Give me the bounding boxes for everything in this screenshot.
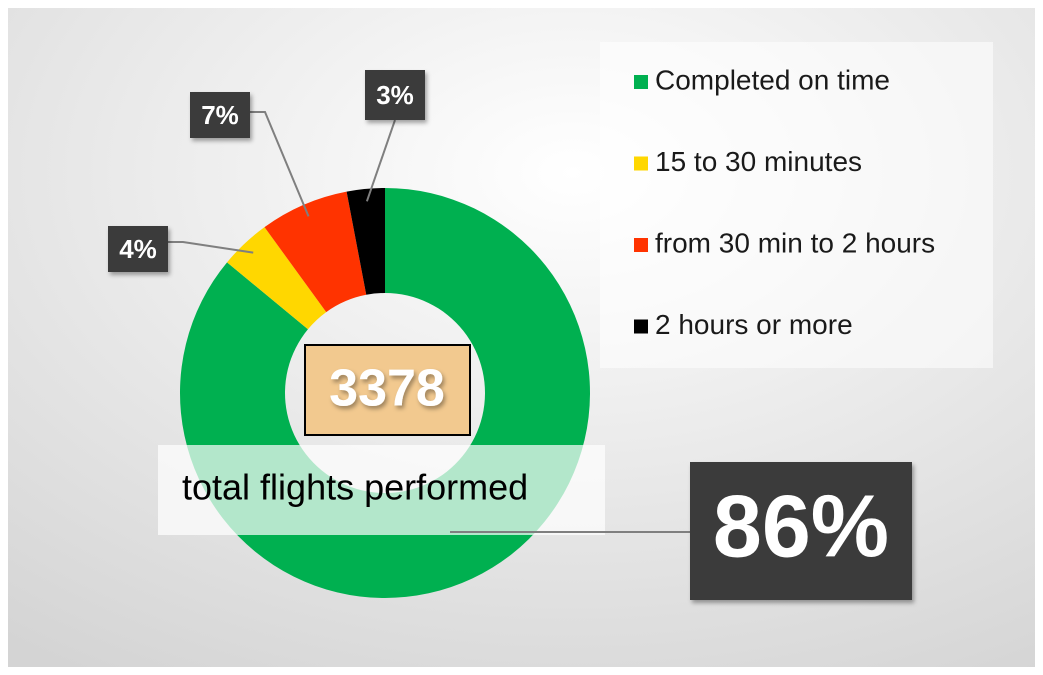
- legend-swatch: [634, 238, 648, 252]
- data-label-box: [690, 462, 912, 600]
- data-label-box: [365, 70, 425, 120]
- leader-line: [168, 241, 254, 254]
- total-label-band: [158, 445, 605, 535]
- data-label: 86%: [713, 476, 889, 575]
- legend-label: 15 to 30 minutes: [655, 146, 862, 177]
- data-label-box: [108, 226, 168, 272]
- legend-box: [600, 42, 993, 368]
- data-label: 4%: [119, 234, 157, 264]
- data-label: 3%: [376, 80, 414, 110]
- donut-slice: [264, 191, 367, 313]
- data-label: 7%: [201, 100, 239, 130]
- legend-label: 2 hours or more: [655, 309, 853, 340]
- total-label: total flights performed: [182, 467, 528, 508]
- legend-swatch: [634, 75, 648, 89]
- total-value: 3378: [329, 360, 445, 418]
- data-label-box: [190, 92, 250, 138]
- legend-swatch: [634, 156, 648, 171]
- legend-label: Completed on time: [655, 64, 890, 95]
- donut-slice: [346, 188, 385, 295]
- total-box: [304, 344, 471, 436]
- leader-line: [365, 119, 396, 202]
- legend-label: from 30 min to 2 hours: [655, 227, 935, 258]
- legend-swatch: [634, 319, 648, 334]
- leader-line: [250, 111, 310, 217]
